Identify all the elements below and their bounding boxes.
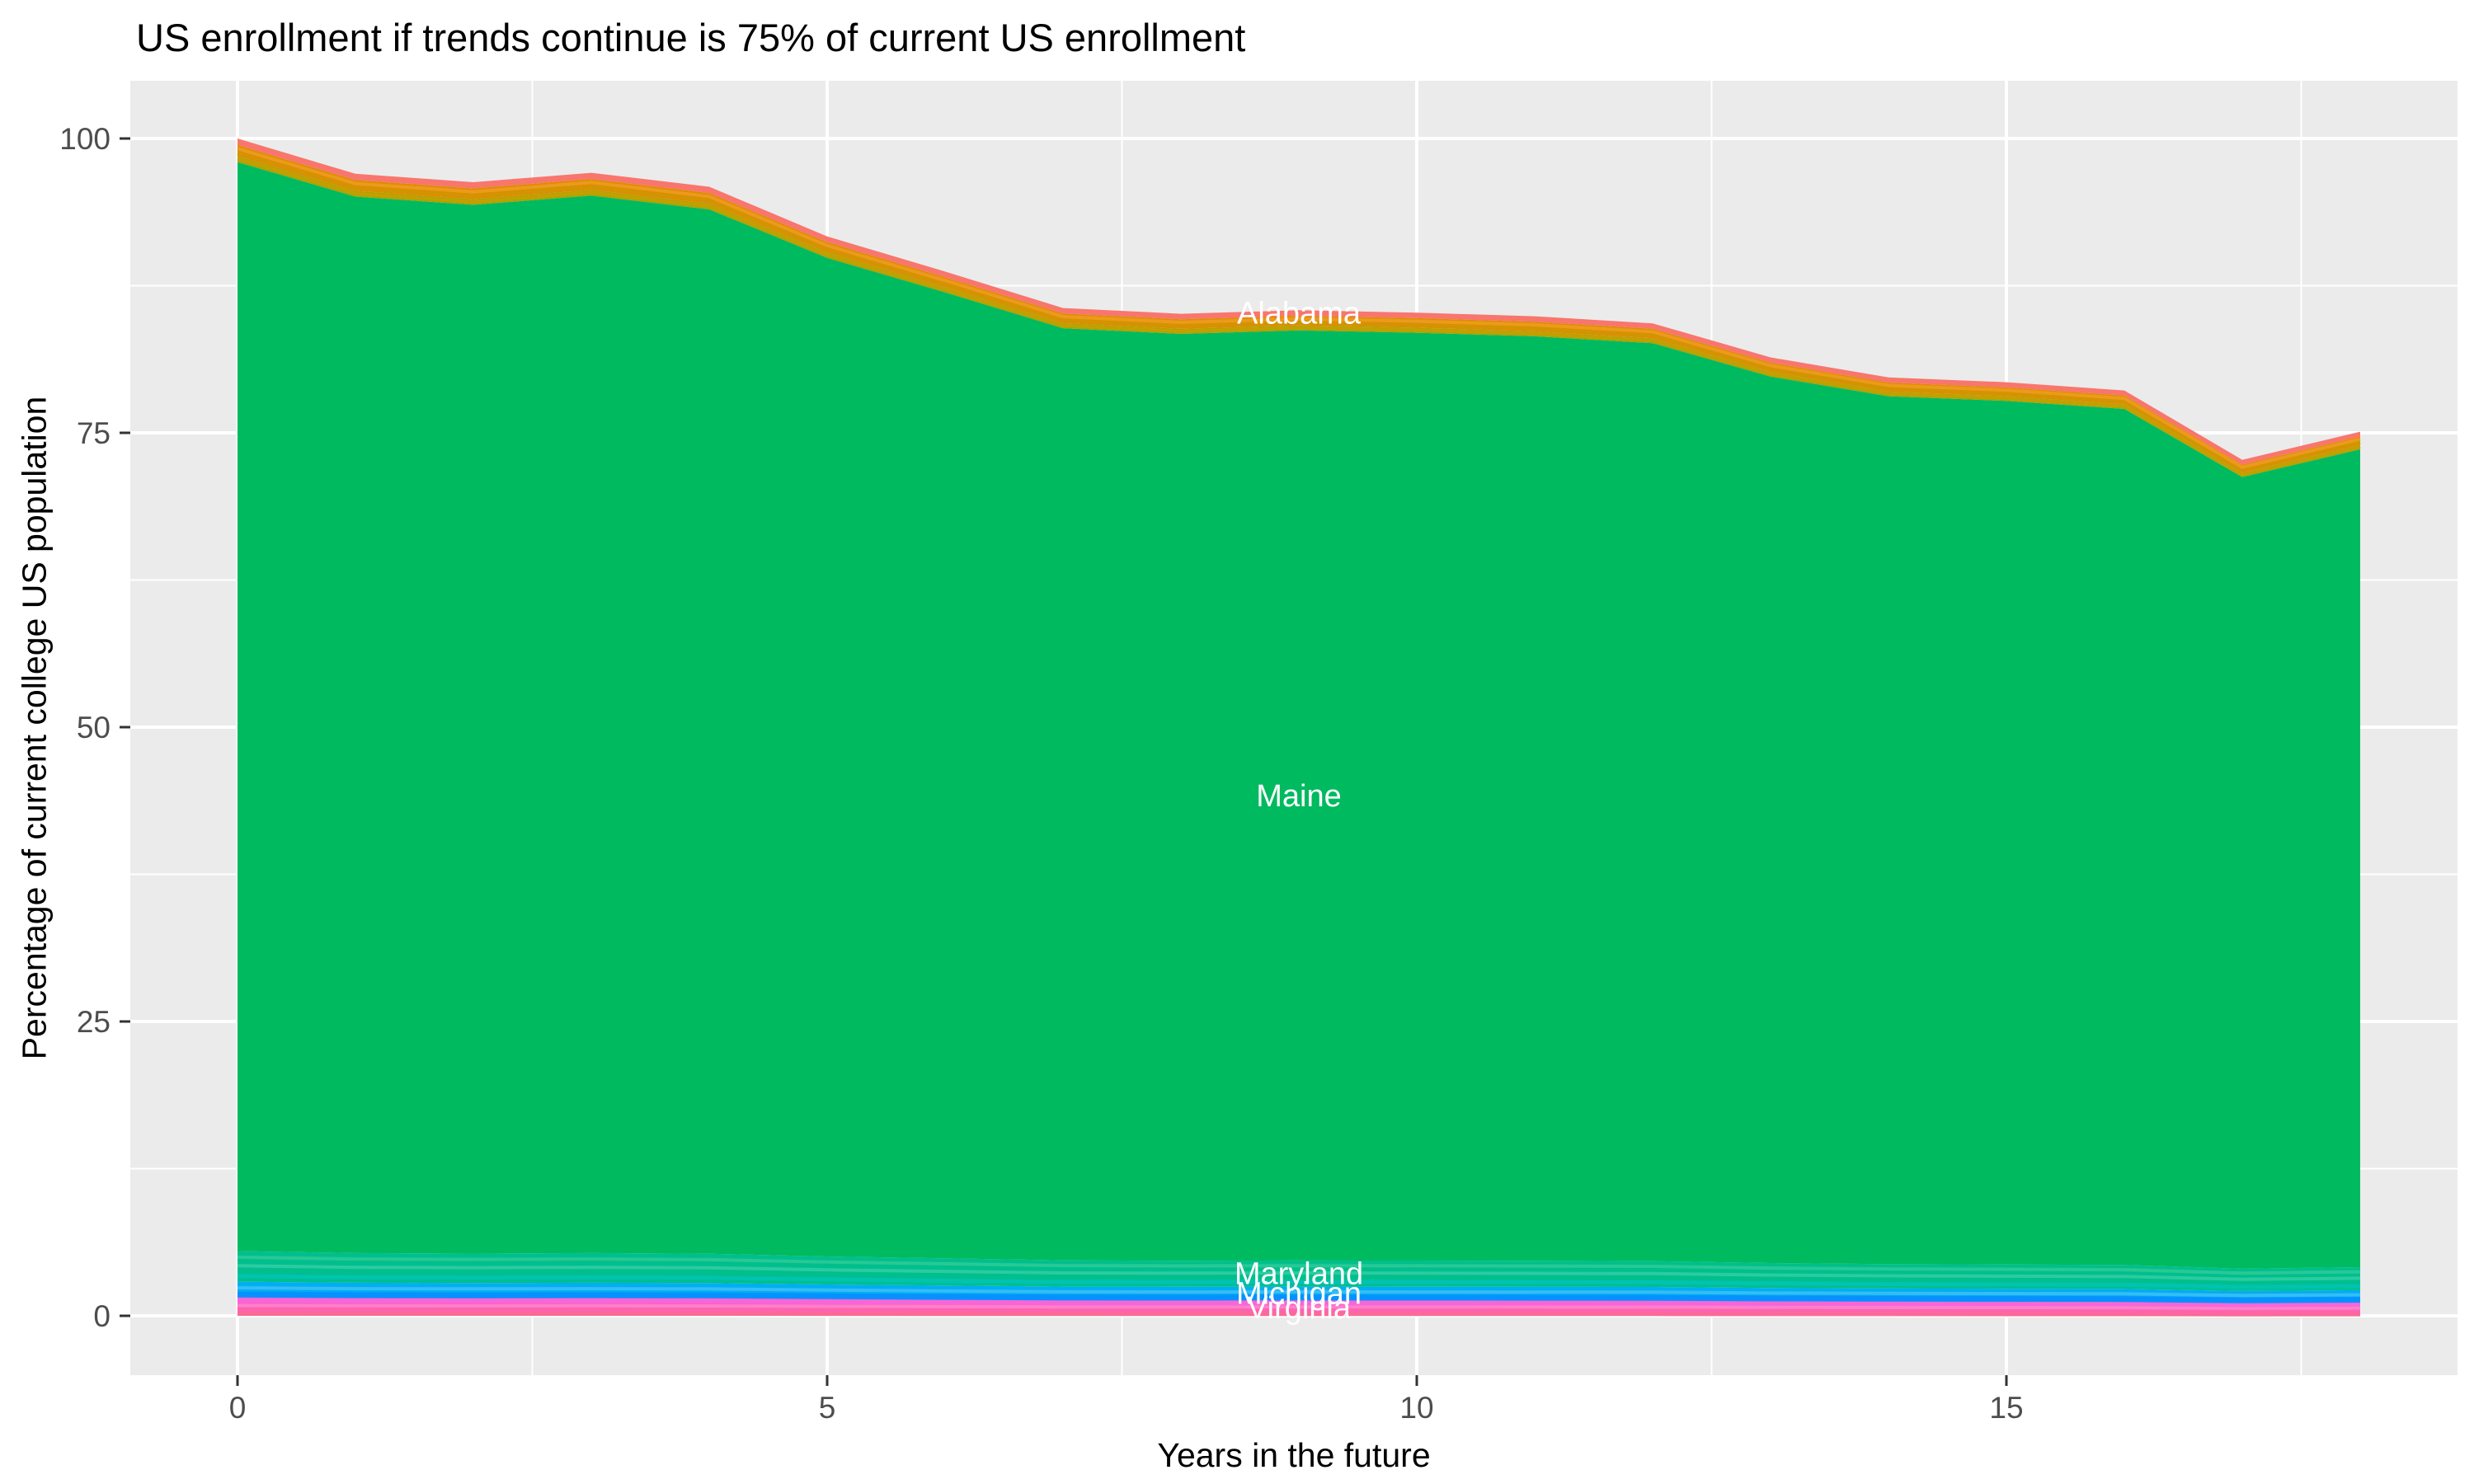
- stripe-olive-group: [237, 157, 2361, 477]
- area-label-maine: Maine: [1256, 779, 1342, 814]
- area-label-alabama: Alabama: [1237, 297, 1362, 331]
- y-axis-title: Percentage of current college US populat…: [15, 396, 54, 1060]
- x-tick-label: 10: [1399, 1391, 1433, 1425]
- stripe-michigan: [237, 1286, 2361, 1298]
- y-tick-label: 0: [93, 1299, 111, 1333]
- y-tick-label: 50: [77, 711, 111, 744]
- area-maine: [238, 162, 2360, 1269]
- stripe-orange-group: [237, 147, 2361, 469]
- stripe-maryland: [237, 1264, 2361, 1281]
- stripe-maryland: [237, 1274, 2361, 1289]
- stripe-virginia-group: [237, 1310, 2361, 1317]
- x-tick-label: 0: [229, 1391, 247, 1425]
- stripe-maryland: [237, 1255, 2361, 1275]
- area-label-virginia-group: Virginia: [1247, 1291, 1352, 1326]
- x-tick-label: 5: [819, 1391, 836, 1425]
- x-axis-title: Years in the future: [1157, 1436, 1431, 1474]
- stripe-michigan: [237, 1291, 2361, 1303]
- x-tick-label: 15: [1989, 1391, 2023, 1425]
- stripe-orange-group: [237, 151, 2361, 472]
- y-tick-label: 100: [59, 122, 111, 156]
- y-tick-label: 75: [77, 416, 111, 450]
- stripe-virginia-group: [237, 1303, 2361, 1310]
- y-tick-label: 25: [77, 1005, 111, 1039]
- stripe-virginia-group: [237, 1298, 2361, 1308]
- area-orange-group: [238, 144, 2360, 473]
- stripe-virginia-group: [237, 1307, 2361, 1314]
- area-label-maryland: Maryland: [1235, 1257, 1363, 1292]
- chart-title: US enrollment if trends continue is 75% …: [136, 16, 1246, 59]
- area-label-michigan: Michigan: [1236, 1277, 1362, 1312]
